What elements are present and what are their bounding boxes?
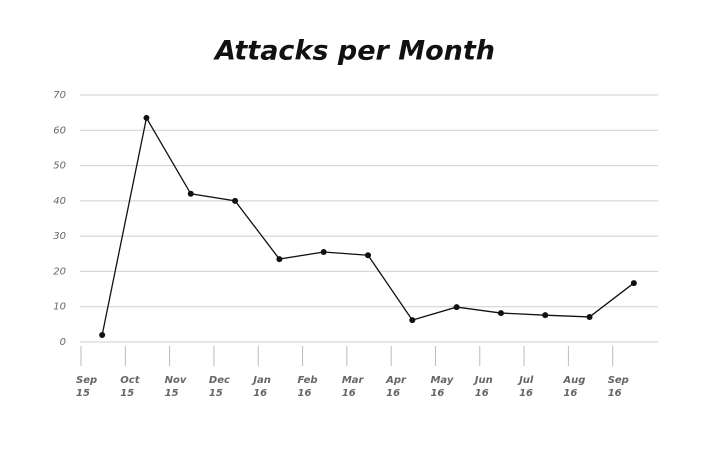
y-tick-label: 10 bbox=[53, 302, 66, 313]
x-tick-label: Dec 15 bbox=[208, 375, 230, 399]
x-tick-label: Apr 16 bbox=[386, 375, 406, 399]
x-tick-label: Oct 15 bbox=[120, 375, 140, 399]
x-tick-label: May 16 bbox=[430, 375, 454, 399]
x-tick-label: Nov 15 bbox=[164, 375, 187, 399]
x-tick-label: Mar 16 bbox=[341, 375, 364, 399]
x-tick-label: Jan 16 bbox=[253, 375, 271, 399]
point bbox=[232, 197, 239, 204]
y-tick-label: 50 bbox=[53, 161, 66, 172]
y-tick-label: 30 bbox=[53, 231, 66, 242]
x-tick-label: Feb 16 bbox=[297, 375, 318, 399]
y-tick-label: 40 bbox=[53, 196, 66, 207]
y-tick-label: 60 bbox=[53, 125, 66, 136]
point bbox=[409, 317, 416, 324]
chart-title: Attacks per Month bbox=[213, 36, 495, 67]
point bbox=[497, 310, 504, 317]
point bbox=[99, 331, 106, 338]
point bbox=[453, 304, 460, 311]
y-tick-label: 20 bbox=[53, 266, 66, 277]
point bbox=[187, 190, 194, 197]
point bbox=[586, 313, 593, 320]
point bbox=[542, 312, 549, 319]
x-tick-label: Jun 16 bbox=[474, 375, 493, 399]
x-tick-label: Aug 16 bbox=[563, 375, 586, 399]
point bbox=[365, 252, 371, 259]
line bbox=[101, 116, 635, 336]
y-tick-label: 0 bbox=[60, 337, 66, 348]
point bbox=[630, 280, 637, 287]
x-tick-label: Sep 15 bbox=[76, 375, 98, 399]
y-tick-label: 70 bbox=[53, 90, 66, 101]
point bbox=[320, 249, 327, 256]
x-tick-label: Jul 16 bbox=[519, 375, 534, 399]
x-tick-label: Sep 16 bbox=[607, 375, 629, 399]
point bbox=[143, 114, 150, 121]
point bbox=[276, 256, 283, 263]
